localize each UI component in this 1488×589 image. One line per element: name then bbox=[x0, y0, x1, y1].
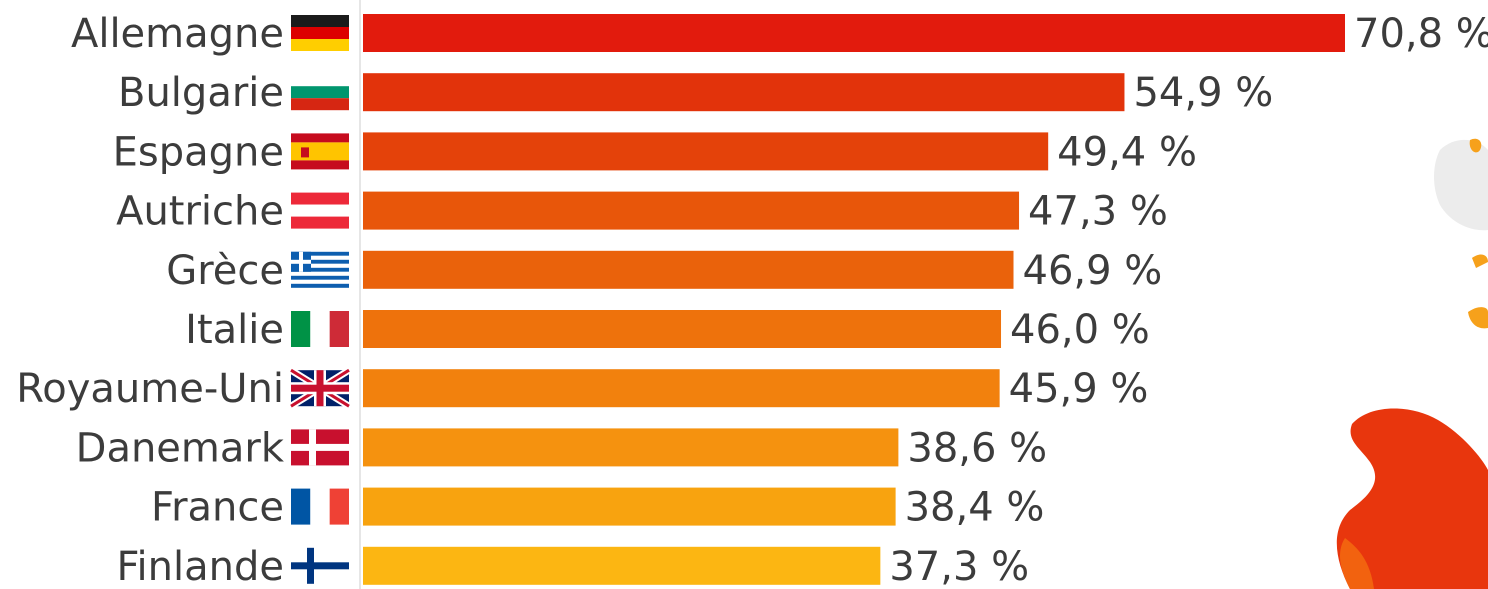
category-label: Italie bbox=[185, 307, 284, 353]
flag-greece-icon bbox=[291, 251, 349, 288]
chart-row: Finlande 37,3 % bbox=[116, 544, 1029, 589]
value-label: 46,0 % bbox=[1010, 307, 1150, 353]
chart-row: Royaume-Uni 45,9 % bbox=[16, 366, 1148, 412]
bar bbox=[363, 487, 896, 526]
value-label: 54,9 % bbox=[1133, 70, 1273, 116]
flag-spain-icon bbox=[291, 133, 349, 170]
category-label: Allemagne bbox=[71, 11, 284, 57]
value-label: 47,3 % bbox=[1028, 189, 1168, 235]
bar bbox=[363, 132, 1049, 171]
flag-finland-icon bbox=[291, 547, 349, 584]
category-label: Espagne bbox=[113, 129, 284, 175]
bar bbox=[363, 428, 899, 467]
flag-france-icon bbox=[291, 488, 349, 525]
category-label: Finlande bbox=[116, 544, 284, 589]
flag-uk-icon bbox=[289, 367, 351, 410]
bar bbox=[363, 73, 1125, 112]
chart-row: Danemark 38,6 % bbox=[76, 425, 1048, 471]
value-label: 38,4 % bbox=[905, 485, 1045, 531]
flag-austria-icon bbox=[291, 192, 349, 229]
category-label: Grèce bbox=[166, 248, 284, 294]
value-label: 45,9 % bbox=[1009, 366, 1149, 412]
chart-row: France 38,4 % bbox=[151, 485, 1044, 531]
bar bbox=[363, 310, 1002, 348]
category-label: Danemark bbox=[76, 425, 285, 471]
map-decoration bbox=[1336, 138, 1488, 589]
category-label: France bbox=[151, 485, 284, 531]
value-label: 46,9 % bbox=[1023, 248, 1163, 294]
bar bbox=[363, 14, 1345, 52]
flag-germany-icon bbox=[291, 15, 349, 51]
value-label: 38,6 % bbox=[907, 425, 1047, 471]
bar bbox=[363, 546, 881, 585]
chart-row: Italie 46,0 % bbox=[185, 307, 1150, 353]
chart-row: Autriche 47,3 % bbox=[116, 189, 1168, 235]
bar bbox=[363, 369, 1000, 408]
flag-italy-icon bbox=[291, 311, 349, 347]
value-label: 49,4 % bbox=[1057, 129, 1197, 175]
chart-row: Bulgarie 54,9 % bbox=[118, 70, 1273, 116]
category-label: Royaume-Uni bbox=[16, 366, 284, 412]
value-label: 70,8 % bbox=[1354, 11, 1488, 57]
flag-denmark-icon bbox=[291, 429, 349, 466]
bar bbox=[363, 250, 1014, 289]
chart-row: Allemagne 70,8 % bbox=[71, 11, 1488, 57]
category-label: Autriche bbox=[116, 189, 284, 235]
value-label: 37,3 % bbox=[889, 544, 1029, 589]
chart-row: Espagne 49,4 % bbox=[113, 129, 1197, 175]
chart-row: Grèce 46,9 % bbox=[166, 248, 1162, 294]
flag-bulgaria-icon bbox=[291, 74, 349, 111]
bar bbox=[363, 191, 1020, 230]
category-label: Bulgarie bbox=[118, 70, 284, 116]
